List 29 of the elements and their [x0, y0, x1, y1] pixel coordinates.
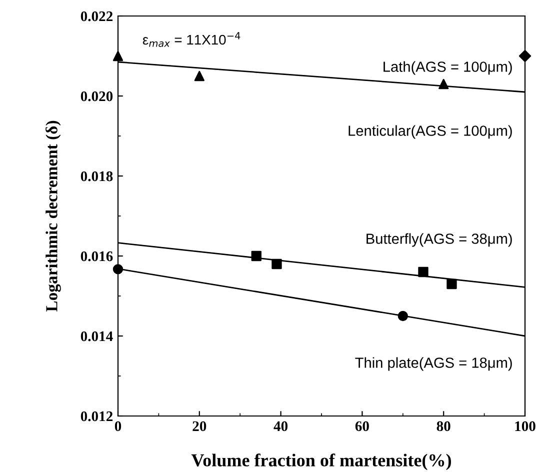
annotation: Butterfly(AGS = 38μm)	[366, 233, 512, 247]
point	[418, 266, 428, 278]
x-axis-title: Volume fraction of martensite(%)	[191, 454, 451, 470]
x-tick-label: 20	[192, 421, 206, 432]
point	[112, 50, 124, 62]
point	[398, 310, 408, 322]
y-tick-label: 0.012	[80, 411, 113, 422]
y-tick-label: 0.016	[80, 251, 113, 262]
annotation: Lenticular(AGS = 100μm)	[348, 125, 512, 139]
point	[438, 78, 449, 90]
x-tick-label: 40	[274, 421, 288, 432]
point	[251, 250, 262, 262]
point	[194, 70, 204, 82]
point	[112, 264, 124, 274]
point	[518, 50, 532, 62]
annotation: Lath(AGS = 100μm)	[384, 61, 512, 75]
x-tick-label: 0	[114, 421, 122, 432]
point	[272, 258, 282, 270]
x-tick-label: 100	[515, 421, 536, 432]
y-tick-label: 0.018	[80, 171, 113, 182]
y-tick-label: 0.022	[80, 11, 113, 22]
y-tick-label: 0.014	[80, 331, 113, 342]
x-tick-label: 80	[436, 421, 450, 432]
x-tick-label: 60	[355, 421, 369, 432]
y-tick-label: 0.020	[80, 91, 113, 102]
point	[446, 278, 457, 290]
annotation: ε$_{max}$ = 11X10$^{−4}$	[142, 32, 240, 47]
y-axis-title: Logarithmic decrement (δ)	[46, 120, 61, 312]
annotation: Thin plate(AGS = 18μm)	[355, 357, 512, 371]
